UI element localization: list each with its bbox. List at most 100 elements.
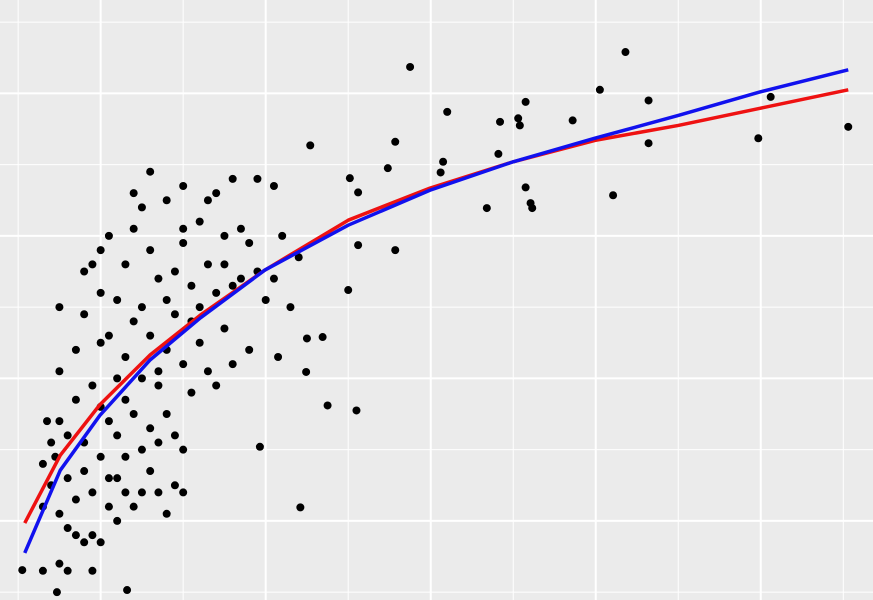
point [179, 445, 188, 454]
point [179, 360, 188, 369]
point [345, 174, 354, 183]
point [137, 445, 146, 454]
point [154, 274, 163, 283]
point [137, 374, 146, 383]
point [595, 85, 604, 94]
point [137, 488, 146, 497]
point [439, 157, 448, 166]
point [220, 324, 229, 333]
point [121, 395, 130, 404]
point [306, 141, 315, 150]
point [621, 48, 630, 57]
point [121, 452, 130, 461]
point [261, 296, 270, 304]
point [129, 502, 138, 511]
point [269, 181, 278, 190]
point [391, 137, 400, 146]
point [121, 260, 130, 269]
point [38, 459, 47, 468]
point [255, 442, 264, 451]
point [129, 317, 138, 326]
point [323, 401, 332, 410]
point [212, 189, 221, 198]
point [146, 167, 155, 176]
point [55, 559, 64, 568]
point [443, 107, 452, 116]
point [286, 303, 295, 312]
point [179, 181, 188, 190]
point [228, 360, 237, 369]
point [137, 303, 146, 312]
point [203, 260, 212, 269]
point [203, 196, 212, 205]
point [228, 174, 237, 183]
point [187, 281, 196, 290]
point [644, 139, 653, 148]
point [515, 121, 524, 130]
point [154, 438, 163, 447]
point [71, 495, 80, 504]
point [302, 334, 311, 343]
point [154, 367, 163, 376]
point [195, 303, 204, 312]
point [80, 267, 89, 276]
point [88, 381, 97, 390]
point [228, 281, 237, 290]
point [113, 474, 122, 483]
point [318, 333, 327, 342]
fit-line [23, 68, 849, 554]
point [236, 274, 245, 283]
point [170, 481, 179, 490]
point [494, 149, 503, 158]
point [294, 253, 303, 262]
point [644, 96, 653, 105]
point [521, 183, 530, 192]
point [766, 92, 775, 101]
point [436, 168, 445, 177]
point [55, 509, 64, 518]
point [129, 410, 138, 419]
point [55, 417, 64, 426]
point [88, 566, 97, 575]
point [104, 231, 113, 240]
point [104, 331, 113, 340]
point [80, 538, 89, 547]
point [146, 246, 155, 255]
point [113, 374, 122, 383]
point [179, 238, 188, 247]
point [47, 438, 56, 447]
point [170, 310, 179, 319]
point [352, 406, 361, 415]
point [220, 260, 229, 269]
point [129, 189, 138, 198]
point [154, 488, 163, 497]
point [63, 524, 72, 533]
point [88, 531, 97, 540]
point [245, 345, 254, 354]
point [187, 388, 196, 397]
point [344, 286, 353, 295]
point [274, 353, 283, 362]
point [170, 267, 179, 276]
point [296, 503, 305, 512]
point [154, 381, 163, 390]
point [121, 488, 130, 497]
point [96, 288, 105, 297]
point [43, 417, 52, 426]
point [146, 467, 155, 476]
point [391, 246, 400, 255]
point [406, 62, 415, 71]
point [521, 97, 530, 106]
point [278, 231, 287, 240]
point [482, 204, 491, 213]
point [129, 224, 138, 233]
point [104, 417, 113, 426]
point [302, 367, 311, 376]
point [80, 467, 89, 476]
point [63, 566, 72, 575]
point [528, 204, 537, 213]
point [162, 410, 171, 419]
